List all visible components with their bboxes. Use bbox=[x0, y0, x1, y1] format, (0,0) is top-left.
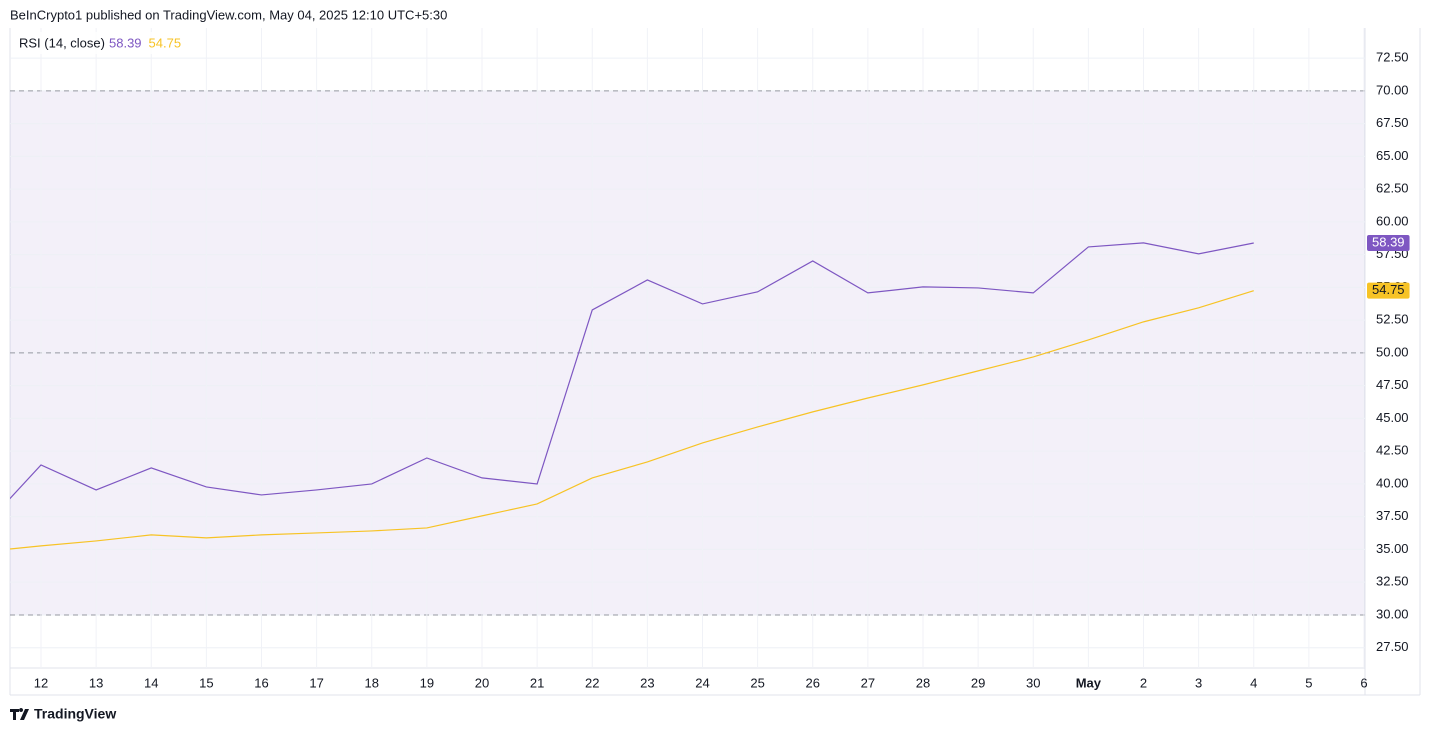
x-tick-label: 12 bbox=[34, 675, 48, 690]
y-tick-label: 30.00 bbox=[1376, 606, 1409, 621]
labels: 27.50 30.00 32.50 35.00 37.50 40.00 42.50 45.00… bbox=[34, 50, 1410, 690]
logo-icon bbox=[10, 708, 29, 720]
x-tick-label: 21 bbox=[530, 675, 544, 690]
x-tick-label: 29 bbox=[971, 675, 985, 690]
x-tick-label: 22 bbox=[585, 675, 599, 690]
y-tick-label: 45.00 bbox=[1376, 410, 1409, 425]
x-tick-label: 23 bbox=[640, 675, 654, 690]
x-tick-label: 6 bbox=[1360, 675, 1367, 690]
price-tag bbox=[1367, 234, 1410, 251]
legend-value: 58.39 bbox=[109, 35, 142, 50]
x-tick-label: 4 bbox=[1250, 675, 1257, 690]
series-line bbox=[10, 290, 1254, 550]
y-tick-label: 27.50 bbox=[1376, 639, 1409, 654]
x-tick-label: 20 bbox=[475, 675, 489, 690]
x-tick-label: 16 bbox=[254, 675, 268, 690]
y-tick-label: 67.50 bbox=[1376, 115, 1409, 130]
y-tick-label: 37.50 bbox=[1376, 508, 1409, 523]
legend-title: RSI (14, close) bbox=[19, 35, 105, 50]
y-tick-label: 60.00 bbox=[1376, 213, 1409, 228]
x-tick-label: May bbox=[1076, 675, 1102, 690]
y-tick-label: 70.00 bbox=[1376, 82, 1409, 97]
x-tick-label: 26 bbox=[806, 675, 820, 690]
y-tick-label: 52.50 bbox=[1376, 312, 1409, 327]
x-tick-label: 18 bbox=[365, 675, 379, 690]
x-tick-label: 30 bbox=[1026, 675, 1040, 690]
legend-value: 54.75 bbox=[149, 35, 182, 50]
x-tick-label: 19 bbox=[420, 675, 434, 690]
grid bbox=[10, 28, 1365, 668]
x-tick-label: 17 bbox=[309, 675, 323, 690]
x-tick-label: 27 bbox=[861, 675, 875, 690]
lines bbox=[10, 242, 1254, 550]
y-tick-label: 40.00 bbox=[1376, 475, 1409, 490]
y-tick-label: 42.50 bbox=[1376, 443, 1409, 458]
price-tag bbox=[1367, 282, 1410, 299]
publish-header: BeInCrypto1 published on TradingView.com… bbox=[10, 7, 447, 22]
y-tick-label: 72.50 bbox=[1376, 50, 1409, 65]
y-tick-label: 35.00 bbox=[1376, 541, 1409, 556]
x-tick-label: 15 bbox=[199, 675, 213, 690]
series-line bbox=[10, 242, 1254, 500]
y-tick-label: 32.50 bbox=[1376, 574, 1409, 589]
x-tick-label: 3 bbox=[1195, 675, 1202, 690]
brand: TradingView bbox=[34, 706, 116, 722]
price-tag-label: 54.75 bbox=[1372, 282, 1405, 297]
x-tick-label: 2 bbox=[1140, 675, 1147, 690]
legend-bg bbox=[12, 32, 192, 54]
logo: TradingView bbox=[10, 706, 116, 722]
x-tick-label: 14 bbox=[144, 675, 158, 690]
y-tick-label: 62.50 bbox=[1376, 181, 1409, 196]
price-tag-label: 58.39 bbox=[1372, 234, 1405, 249]
x-tick-label: 25 bbox=[750, 675, 764, 690]
x-tick-label: 13 bbox=[89, 675, 103, 690]
y-tick-label: 50.00 bbox=[1376, 344, 1409, 359]
x-tick-label: 28 bbox=[916, 675, 930, 690]
y-tick-label: 65.00 bbox=[1376, 148, 1409, 163]
x-tick-label: 5 bbox=[1305, 675, 1312, 690]
y-tick-label: 47.50 bbox=[1376, 377, 1409, 392]
x-tick-label: 24 bbox=[695, 675, 709, 690]
